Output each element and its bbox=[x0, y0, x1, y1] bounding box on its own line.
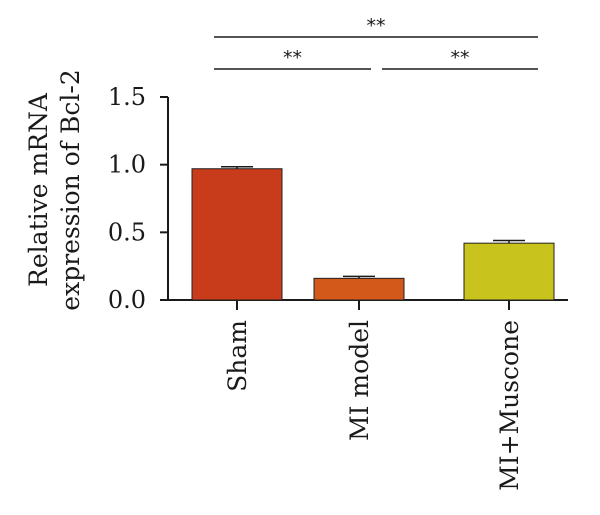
x-tick-label: MI+Muscone bbox=[495, 320, 524, 491]
x-tick-label: Sham bbox=[223, 320, 252, 392]
bar bbox=[313, 277, 405, 301]
plot-area: 0.0 0.5 1.0 1.5 Sham MI model MI+Muscone ** ** ** bbox=[108, 15, 568, 491]
significance-label: ** bbox=[451, 47, 470, 69]
y-tick-label: 1.5 bbox=[108, 83, 146, 111]
y-axis-label: Relative mRNA expression of Bcl-2 bbox=[24, 69, 85, 310]
significance-label: ** bbox=[283, 47, 302, 69]
y-axis-label-line-2: expression of Bcl-2 bbox=[56, 69, 85, 310]
y-tick-label: 0.5 bbox=[108, 218, 146, 246]
bar bbox=[191, 168, 283, 301]
y-axis-label-line-1: Relative mRNA bbox=[24, 92, 53, 287]
y-tick-label: 1.0 bbox=[108, 151, 146, 179]
x-tick-label: MI model bbox=[345, 320, 374, 441]
y-tick-label: 0.0 bbox=[108, 286, 146, 314]
significance-label: ** bbox=[367, 15, 386, 37]
bar bbox=[463, 242, 555, 301]
